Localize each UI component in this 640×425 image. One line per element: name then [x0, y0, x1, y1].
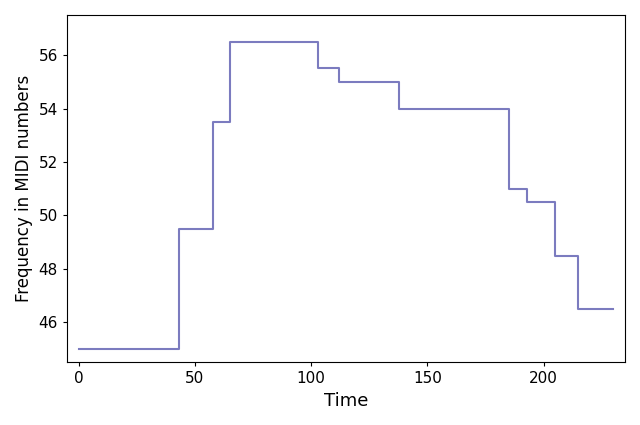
Y-axis label: Frequency in MIDI numbers: Frequency in MIDI numbers: [15, 75, 33, 302]
X-axis label: Time: Time: [324, 392, 368, 410]
